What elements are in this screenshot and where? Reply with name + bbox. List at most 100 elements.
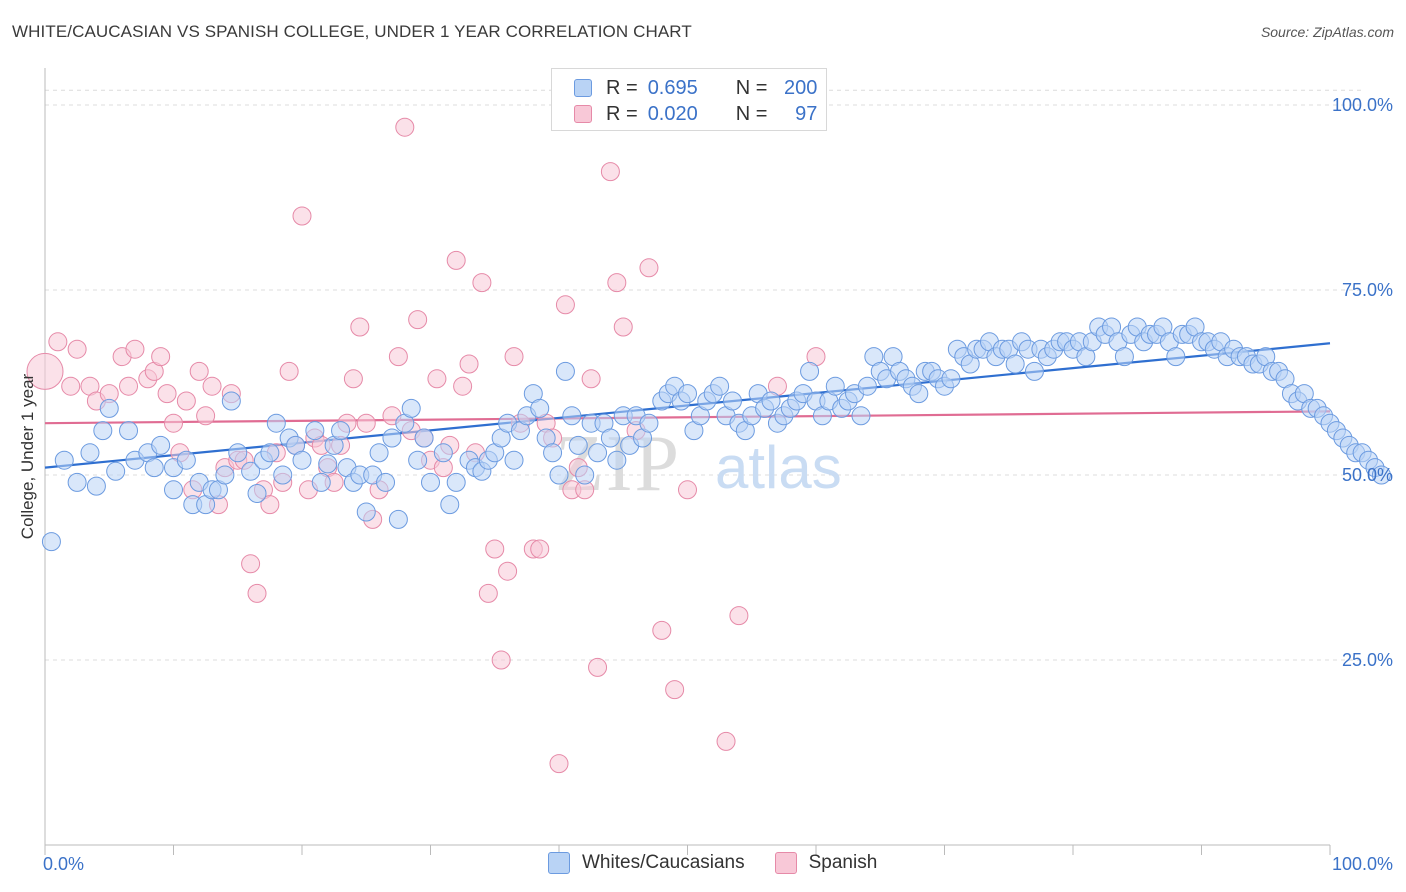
white-point <box>119 421 139 441</box>
y-tick-label: 100.0% <box>1332 95 1393 115</box>
white-point <box>1371 465 1391 485</box>
spanish-point <box>498 561 518 581</box>
white-point <box>530 398 550 418</box>
spanish-point <box>639 258 659 278</box>
spanish-point <box>459 354 479 374</box>
spanish-point <box>665 680 685 700</box>
white-point <box>106 461 126 481</box>
white-point <box>909 384 929 404</box>
white-point <box>221 391 241 411</box>
white-point <box>1166 347 1186 367</box>
spanish-point <box>196 406 216 426</box>
spanish-point <box>164 413 183 433</box>
white-point <box>800 361 820 381</box>
white-point <box>369 443 389 463</box>
grid-lines <box>45 89 1365 661</box>
spanish-point <box>241 554 261 574</box>
white-point <box>555 361 575 381</box>
spanish-point <box>189 361 209 381</box>
y-tick-label: 25.0% <box>1342 650 1393 670</box>
white-point <box>318 454 338 474</box>
spanish-point <box>555 295 575 315</box>
white-point <box>761 391 781 411</box>
white-point <box>311 472 331 492</box>
white-point <box>93 421 113 441</box>
white-point <box>543 443 563 463</box>
spanish-legend-label: Spanish <box>808 852 878 873</box>
white-point <box>851 406 871 426</box>
spanish-point <box>491 650 511 670</box>
n-value: 97 <box>795 102 818 125</box>
white-point <box>388 509 408 529</box>
spanish-point <box>395 117 415 137</box>
y-axis-label: College, Under 1 year <box>18 373 37 539</box>
spanish-point <box>202 376 222 396</box>
stats-row-whites: R = 0.695 N = 200 <box>574 77 817 99</box>
r-value: 0.695 <box>647 76 698 99</box>
white-point <box>151 435 171 455</box>
spanish-point <box>247 583 267 603</box>
white-point <box>331 421 351 441</box>
white-point <box>144 458 164 478</box>
spanish-point <box>48 332 68 352</box>
whites-legend-label: Whites/Caucasians <box>582 852 745 873</box>
n-value: 200 <box>784 76 818 99</box>
spanish-legend-swatch <box>774 852 797 874</box>
spanish-point <box>446 250 466 270</box>
white-point <box>440 495 460 515</box>
spanish-point <box>67 339 87 359</box>
stats-legend: R = 0.695 N = 200 R = 0.020 N = 97 <box>551 68 827 131</box>
white-point <box>228 443 248 463</box>
spanish-point <box>453 376 473 396</box>
r-label: R = <box>606 76 638 99</box>
legend-item-whites[interactable]: Whites/Caucasians <box>548 852 745 874</box>
white-point <box>99 398 119 418</box>
white-point <box>86 476 106 496</box>
spanish-point <box>485 539 505 559</box>
white-point <box>562 406 582 426</box>
white-point <box>176 450 196 470</box>
legend-item-spanish[interactable]: Spanish <box>774 852 878 874</box>
spanish-point <box>716 731 736 751</box>
white-point <box>575 465 595 485</box>
white-point <box>215 465 235 485</box>
white-point <box>356 502 376 522</box>
white-point <box>433 443 453 463</box>
source-label: Source: ZipAtlas.com <box>1260 24 1394 40</box>
white-point <box>41 532 61 552</box>
stats-row-spanish: R = 0.020 N = 97 <box>574 103 817 125</box>
white-point <box>292 450 312 470</box>
white-point <box>266 413 286 433</box>
white-point <box>401 398 421 418</box>
whites-legend-swatch <box>548 852 570 874</box>
white-point <box>857 376 877 396</box>
spanish-point <box>729 606 749 626</box>
spanish-point <box>652 620 672 640</box>
white-point <box>67 472 87 492</box>
white-point <box>414 428 434 448</box>
white-point <box>607 450 627 470</box>
n-label: N = <box>735 102 768 125</box>
y-tick-label: 50.0% <box>1342 465 1393 485</box>
white-point <box>376 472 396 492</box>
r-label: R = <box>606 102 638 125</box>
white-point <box>678 384 697 404</box>
spanish-trend-line <box>44 410 1331 425</box>
chart-title: WHITE/CAUCASIAN VS SPANISH COLLEGE, UNDE… <box>12 22 692 41</box>
spanish-point <box>472 273 492 293</box>
r-value: 0.020 <box>647 102 698 125</box>
white-point <box>504 450 524 470</box>
spanish-point <box>600 162 620 182</box>
white-point <box>164 480 183 500</box>
white-point <box>1005 354 1025 374</box>
spanish-point <box>151 347 171 367</box>
spanish-point <box>157 384 177 404</box>
white-point <box>382 428 402 448</box>
white-point <box>260 443 280 463</box>
white-point <box>408 450 428 470</box>
spanish-point <box>260 495 280 515</box>
white-point <box>600 428 620 448</box>
spanish-point <box>119 376 139 396</box>
watermark-atlas: atlas <box>715 434 842 501</box>
